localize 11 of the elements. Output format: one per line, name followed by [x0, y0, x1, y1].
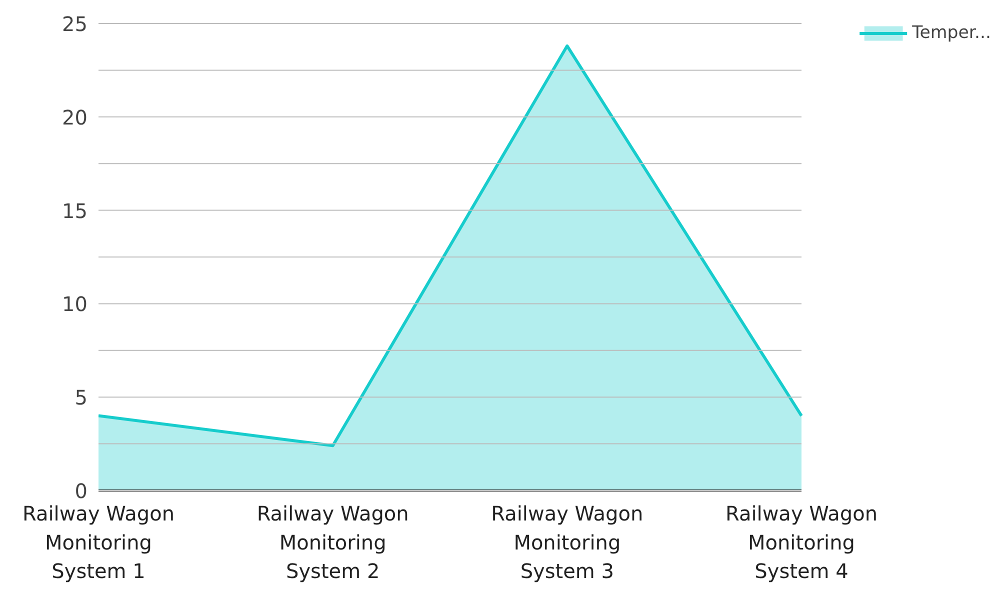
x-tick-label: Railway Wagon Monitoring System 4 — [726, 502, 878, 584]
x-tick-label: Railway Wagon Monitoring System 2 — [256, 502, 409, 584]
y-tick-label: 25 — [62, 12, 88, 36]
y-tick-label: 10 — [62, 292, 88, 316]
legend-label: Temper... — [912, 23, 991, 43]
x-tick-label: Railway Wagon Monitoring System 1 — [22, 502, 175, 584]
y-tick-label: 15 — [62, 198, 88, 223]
y-tick-label: 20 — [62, 105, 88, 130]
x-tick-label: Railway Wagon Monitoring System 3 — [491, 502, 644, 584]
y-tick-label: 5 — [74, 386, 88, 410]
y-tick-label: 0 — [74, 479, 88, 503]
